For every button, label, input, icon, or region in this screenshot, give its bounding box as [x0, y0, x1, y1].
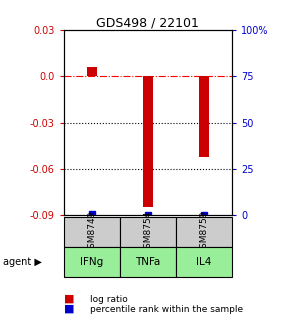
Text: GSM8759: GSM8759	[200, 210, 209, 254]
Text: GSM8754: GSM8754	[143, 210, 153, 254]
Text: agent ▶: agent ▶	[3, 257, 42, 267]
Title: GDS498 / 22101: GDS498 / 22101	[97, 16, 199, 29]
Bar	[199, 77, 209, 157]
Text: log ratio: log ratio	[90, 295, 128, 303]
Bar	[120, 217, 176, 247]
Bar	[143, 77, 153, 207]
Text: percentile rank within the sample: percentile rank within the sample	[90, 305, 243, 313]
Text: IFNg: IFNg	[80, 257, 104, 267]
Text: ■: ■	[64, 294, 74, 304]
Text: GSM8749: GSM8749	[87, 210, 96, 254]
Bar	[176, 217, 232, 247]
Text: TNFa: TNFa	[135, 257, 161, 267]
Bar	[64, 217, 120, 247]
Text: IL4: IL4	[196, 257, 212, 267]
Bar	[64, 247, 120, 277]
Bar	[87, 67, 97, 77]
Bar	[176, 247, 232, 277]
Text: ■: ■	[64, 304, 74, 314]
Bar	[120, 247, 176, 277]
